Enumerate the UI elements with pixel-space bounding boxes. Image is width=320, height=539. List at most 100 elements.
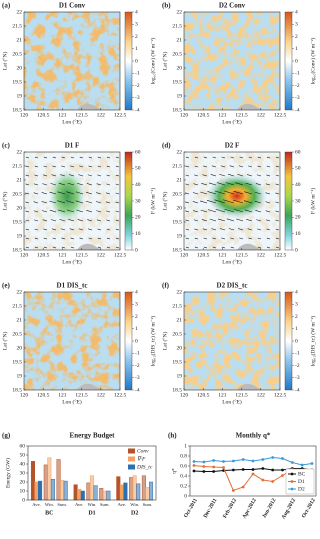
arrow	[25, 156, 30, 159]
point	[202, 470, 206, 473]
map-body	[24, 12, 120, 110]
colorbar-tick-label: 4	[135, 9, 138, 15]
x-tick-label: Jun-2012	[261, 497, 277, 519]
arrow	[199, 200, 208, 204]
point	[222, 460, 225, 463]
lon-tick-label: 122	[97, 112, 106, 118]
arrow	[209, 218, 217, 222]
lat-tick-label: 19.5	[172, 219, 182, 225]
arrow	[255, 191, 262, 195]
map-frame	[23, 291, 121, 391]
arrow	[275, 192, 280, 195]
lon-label: Lon (°E)	[62, 258, 82, 265]
bar	[99, 488, 104, 501]
arrow	[25, 192, 30, 195]
arrow	[50, 183, 57, 186]
lon-label: Lon (°E)	[62, 118, 82, 125]
arrow	[85, 200, 93, 204]
lat-tick-label: 22	[177, 9, 183, 15]
arrow	[115, 183, 120, 186]
lat-tick-label: 20.5	[172, 51, 182, 57]
arrow	[42, 183, 48, 186]
arrow	[41, 201, 48, 204]
arrow	[244, 191, 253, 195]
arrow	[49, 209, 57, 213]
lat-tick-label: 19	[177, 233, 183, 239]
panel-label: (f)	[162, 282, 170, 290]
arrow	[266, 156, 271, 159]
colorbar-tick-label: -2	[295, 83, 300, 89]
lon-tick-label: 121.5	[235, 252, 248, 258]
colorbar-tick-label: -4	[295, 387, 300, 393]
bar	[60, 479, 65, 501]
colorbar-tick-label: 1	[295, 326, 298, 332]
arrow	[236, 218, 244, 222]
arrow	[246, 219, 253, 222]
arrow	[266, 228, 271, 231]
lat-tick-label: 22	[17, 9, 23, 15]
arrow	[106, 210, 111, 213]
point	[261, 467, 265, 470]
arrow	[275, 246, 280, 249]
x-tick-label: Ave.	[118, 502, 126, 507]
arrow	[200, 191, 208, 195]
arrow	[34, 228, 39, 231]
colorbar-tick-label: -4	[295, 107, 300, 113]
lon-tick-label: 122	[257, 392, 266, 398]
x-tick-label: Oct-2011	[183, 497, 199, 518]
arrow	[212, 156, 217, 159]
map-panel: (c) D1 F 18.5 19 19.5 20 20.5 21 21.5 22 120 120.5 1…	[1, 142, 156, 266]
y-axis-label: Energy (GW)	[4, 458, 11, 488]
arrow	[257, 237, 262, 240]
map-title: D2 Conv	[219, 2, 246, 10]
map-body	[184, 292, 280, 390]
arrow	[185, 183, 190, 186]
arrow	[52, 237, 57, 240]
point	[212, 465, 216, 469]
lon-tick-label: 121	[58, 252, 67, 258]
map-body	[184, 152, 280, 250]
lon-tick-label: 122	[97, 392, 106, 398]
colorbar-tick-label: -3	[135, 95, 140, 101]
arrow	[25, 210, 30, 213]
point	[241, 468, 245, 471]
colorbar-tick-label: 1	[295, 46, 298, 52]
arrow	[194, 165, 199, 168]
arrow	[61, 165, 66, 168]
bar	[86, 482, 91, 501]
colorbar-tick-label: 3	[295, 302, 298, 308]
bar	[38, 480, 43, 501]
arrow	[25, 246, 30, 249]
arrow	[51, 228, 57, 231]
colorbar-tick-label: 0	[295, 247, 298, 253]
arrow	[43, 228, 48, 231]
land	[236, 383, 265, 390]
lon-tick-label: 122.5	[274, 392, 287, 398]
colorbar-tick-label: -4	[135, 107, 140, 113]
arrow	[257, 156, 262, 159]
lat-tick-label: 21	[177, 177, 183, 183]
arrow	[211, 228, 217, 231]
bar	[93, 485, 98, 501]
arrow	[51, 174, 57, 177]
arrow	[43, 156, 48, 159]
panel-label: (d)	[162, 142, 171, 150]
arrow	[211, 165, 217, 168]
x-tick-label: Ave.	[32, 502, 40, 507]
x-tick-label: Aug-2012	[281, 497, 298, 520]
x-tick-label: Win.	[130, 502, 139, 507]
colorbar-tick-label: -3	[295, 375, 300, 381]
lat-tick-label: 22	[17, 149, 23, 155]
arrow	[88, 165, 93, 168]
legend-label: ∇·F	[137, 456, 146, 462]
lon-tick-label: 120.5	[37, 112, 50, 118]
x-tick-label: Dec-2011	[203, 497, 219, 519]
land	[236, 243, 265, 250]
arrow	[61, 246, 66, 249]
map-texture	[24, 292, 120, 390]
colorbar-tick-label: 40	[135, 182, 141, 188]
arrow	[106, 174, 111, 177]
colorbar-tick-label: 0	[295, 58, 298, 64]
arrow	[69, 174, 75, 177]
